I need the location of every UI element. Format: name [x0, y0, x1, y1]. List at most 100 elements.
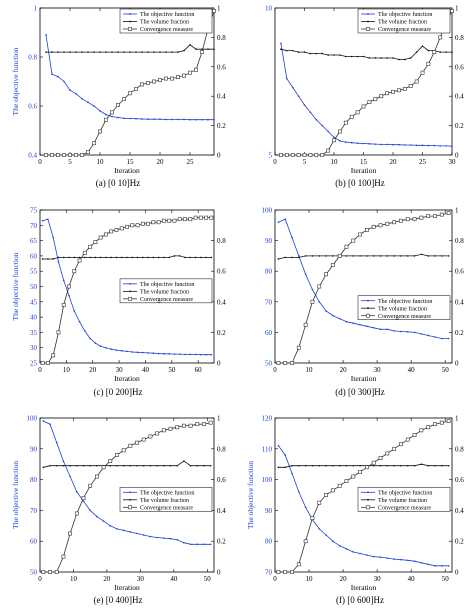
y-tick-label: 35	[30, 329, 38, 337]
legend-label: Convergence measure	[140, 27, 193, 33]
data-point	[109, 229, 114, 234]
data-point	[212, 9, 216, 13]
data-point	[409, 57, 412, 59]
legend-label: The objective function	[378, 490, 432, 497]
data-point	[178, 353, 181, 355]
legend-marker	[366, 505, 370, 510]
data-point	[327, 54, 329, 56]
panel-caption: (d) [0 300]Hz	[335, 387, 384, 397]
y2-tick-label: 0.2	[217, 538, 226, 546]
y2-tick-label: 0.6	[217, 476, 226, 484]
data-point	[81, 496, 86, 500]
data-point	[402, 86, 407, 91]
x-tick-label: 0	[273, 158, 277, 166]
data-point	[135, 51, 137, 53]
data-point	[140, 221, 145, 226]
data-point	[173, 255, 176, 257]
data-point	[62, 256, 65, 259]
data-point	[148, 434, 153, 439]
x-axis-label: Iteration	[114, 166, 140, 175]
data-point	[156, 464, 158, 467]
y2-tick-label: 1	[455, 5, 459, 13]
data-point	[426, 425, 431, 430]
data-point	[338, 464, 341, 467]
data-point	[115, 453, 119, 457]
data-point	[290, 570, 294, 574]
data-point	[318, 464, 321, 467]
data-point	[109, 464, 112, 467]
data-point	[339, 54, 341, 56]
data-point	[210, 256, 213, 259]
data-point	[398, 58, 400, 61]
data-point	[302, 153, 307, 157]
data-point	[309, 111, 312, 114]
y-tick-label: 120	[262, 415, 273, 423]
data-point	[117, 116, 119, 119]
data-point	[51, 51, 53, 53]
panel-caption: (f) [0 600]Hz	[336, 595, 384, 605]
data-point	[147, 352, 149, 354]
data-point	[165, 118, 167, 121]
data-point	[392, 57, 394, 59]
data-point	[372, 464, 375, 467]
y-tick-label: 90	[265, 507, 273, 515]
legend-label: The volume fraction	[140, 289, 189, 296]
data-point	[99, 256, 102, 259]
series-line-1	[280, 45, 452, 60]
data-point	[366, 554, 368, 556]
data-point	[332, 540, 334, 542]
data-point	[330, 263, 335, 267]
data-point	[105, 346, 107, 349]
x-axis-label: Iteration	[351, 166, 377, 175]
data-point	[44, 153, 48, 157]
data-point	[356, 55, 359, 58]
legend-label: The objective function	[140, 11, 194, 18]
data-point	[433, 214, 437, 219]
data-point	[404, 58, 406, 61]
data-point	[420, 463, 423, 466]
y-tick-label: 80	[265, 268, 273, 276]
data-point	[447, 255, 450, 257]
data-point	[158, 78, 162, 82]
data-point	[74, 153, 78, 157]
y-tick-label: 65	[30, 237, 38, 245]
data-point	[162, 218, 166, 223]
data-point	[188, 423, 193, 428]
data-point	[284, 466, 287, 469]
x-tick-label: 30	[449, 158, 457, 166]
data-point	[278, 153, 283, 157]
data-point	[446, 419, 451, 423]
data-point	[413, 255, 416, 257]
data-point	[296, 345, 301, 350]
data-point	[134, 86, 138, 91]
data-point	[311, 464, 314, 467]
data-point	[57, 261, 60, 263]
data-point	[45, 51, 47, 53]
data-point	[386, 328, 389, 331]
data-point	[352, 255, 355, 257]
data-point	[283, 570, 288, 574]
series-line-1	[278, 253, 449, 260]
data-point	[325, 534, 327, 536]
y2-tick-label: 0	[455, 360, 459, 368]
data-point	[176, 538, 178, 541]
data-point	[378, 456, 383, 460]
data-point	[98, 235, 103, 240]
data-point	[374, 143, 377, 145]
x-tick-label: 40	[142, 366, 150, 374]
data-point	[81, 97, 83, 100]
data-point	[189, 543, 192, 546]
data-point	[358, 469, 362, 474]
data-point	[286, 49, 288, 52]
data-point	[168, 353, 170, 355]
data-point	[317, 284, 322, 289]
y2-tick-label: 0	[217, 569, 221, 577]
x-tick-label: 50	[168, 366, 176, 374]
data-point	[183, 118, 185, 121]
data-point	[203, 464, 205, 467]
data-point	[116, 103, 120, 107]
data-point	[434, 336, 436, 338]
data-point	[427, 255, 429, 257]
x-tick-label: 60	[195, 366, 203, 374]
